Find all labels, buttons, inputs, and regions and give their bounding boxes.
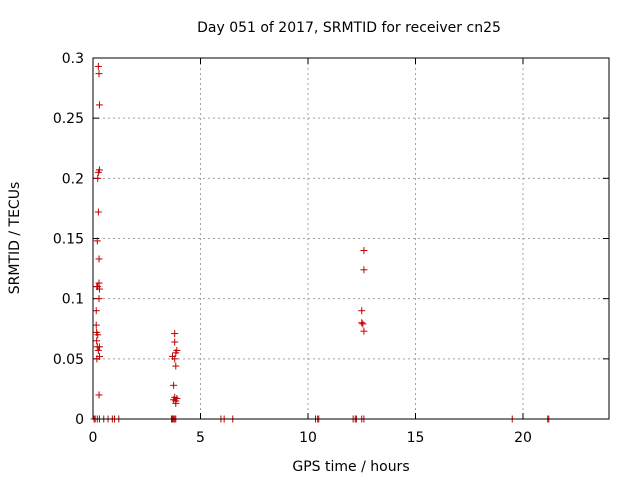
data-point	[92, 321, 100, 329]
data-point	[360, 247, 368, 255]
y-tick-label: 0.05	[53, 352, 84, 368]
data-point	[171, 355, 179, 363]
data-point	[95, 101, 103, 109]
data-point	[358, 319, 366, 327]
x-tick-label: 0	[89, 430, 98, 446]
data-point	[172, 399, 180, 407]
x-tick-label: 5	[196, 430, 205, 446]
data-point	[94, 62, 102, 70]
y-tick-label: 0.15	[53, 232, 84, 248]
data-point	[170, 381, 178, 389]
data-point	[95, 295, 103, 303]
x-tick-label: 10	[299, 430, 317, 446]
data-point	[92, 307, 100, 315]
y-tick-label: 0	[75, 412, 84, 428]
data-point	[93, 237, 101, 245]
data-point	[360, 266, 368, 274]
data-point	[172, 362, 180, 370]
y-tick-label: 0.1	[62, 292, 84, 308]
data-point	[95, 352, 103, 360]
data-point	[95, 343, 103, 351]
data-point	[94, 331, 102, 339]
data-point	[359, 320, 367, 328]
y-tick-label: 0.25	[53, 111, 84, 127]
y-axis-label: SRMTID / TECUs	[7, 182, 23, 295]
data-point	[94, 208, 102, 216]
data-point	[173, 346, 181, 354]
y-tick-label: 0.2	[62, 171, 84, 187]
data-point	[171, 330, 179, 338]
data-point	[360, 327, 368, 335]
data-point	[95, 285, 103, 293]
data-point	[95, 70, 103, 78]
data-point	[94, 174, 102, 182]
plot-frame	[92, 57, 610, 420]
data-point	[358, 307, 366, 315]
data-point	[95, 255, 103, 263]
data-point	[94, 346, 102, 354]
axis-ticks: 0 0.05 0.1 0.15 0.2 0.25 0.3 0 5 10 15 20	[53, 51, 609, 446]
data-point	[95, 279, 103, 287]
grid-lines	[93, 58, 609, 419]
data-point	[173, 395, 181, 403]
y-tick-label: 0.3	[62, 51, 84, 67]
data-point	[171, 338, 179, 346]
x-tick-label: 20	[514, 430, 532, 446]
data-point	[95, 391, 103, 399]
x-tick-label: 15	[407, 430, 425, 446]
x-axis-label: GPS time / hours	[292, 459, 409, 475]
chart-title: Day 051 of 2017, SRMTID for receiver cn2…	[197, 20, 501, 36]
data-point	[95, 166, 103, 174]
data-point	[93, 337, 101, 345]
